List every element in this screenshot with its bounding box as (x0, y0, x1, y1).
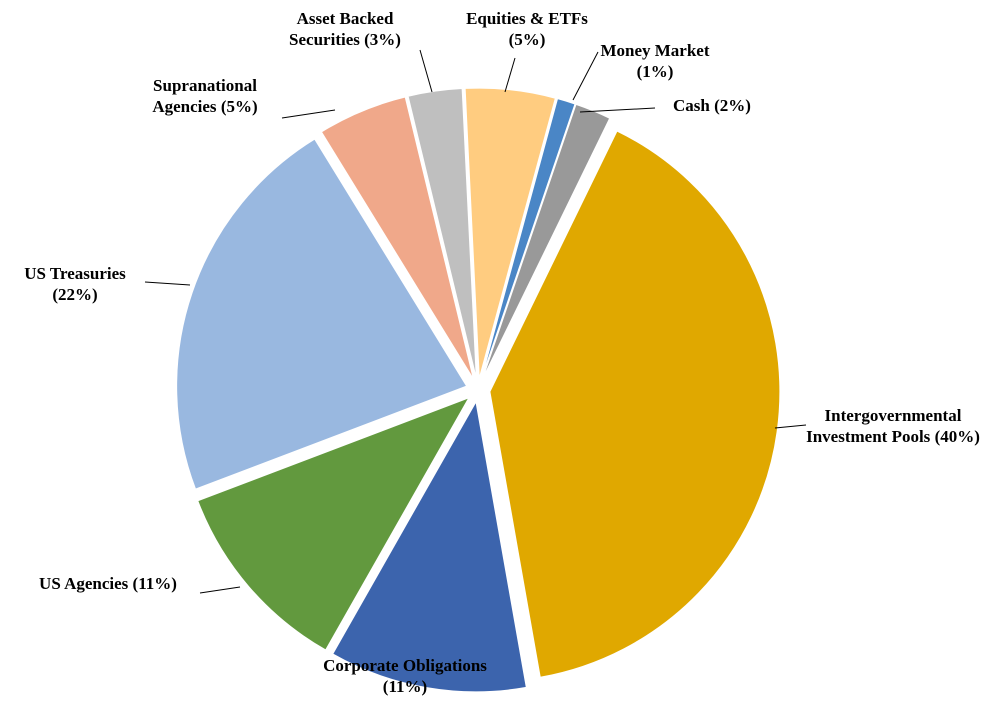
slice-label: Equities & ETFs (5%) (452, 8, 602, 50)
leader-line (144, 281, 191, 286)
value-label: (2%) (714, 96, 751, 115)
value-label: (5%) (220, 97, 258, 116)
value-label: (1%) (636, 62, 674, 81)
leader-line (774, 424, 807, 429)
pie-slice (332, 400, 527, 693)
category-name: Cash (673, 96, 710, 115)
value-label: (3%) (364, 30, 401, 49)
slice-label: Asset Backed Securities (3%) (270, 8, 420, 50)
category-name: Intergovernmental Investment Pools (806, 406, 962, 446)
value-label: (5%) (508, 30, 546, 49)
category-name: Corporate Obligations (323, 656, 487, 675)
pie-slice (197, 396, 471, 651)
slice-label: US Treasuries (22%) (10, 263, 140, 305)
category-name: Asset Backed Securities (289, 9, 394, 49)
value-label: (11%) (382, 677, 428, 696)
category-name: Equities & ETFs (466, 9, 588, 28)
pie-slice (176, 138, 468, 490)
pie-slice (489, 130, 781, 678)
leader-line (504, 57, 516, 93)
leader-line (199, 586, 241, 594)
leader-line (281, 109, 336, 119)
category-name: Supranational Agencies (152, 76, 257, 116)
category-name: US Agencies (39, 574, 129, 593)
slice-label: Supranational Agencies (5%) (130, 75, 280, 117)
slice-label: Cash (2%) (652, 95, 772, 116)
pie-slice (464, 87, 556, 379)
value-label: (22%) (52, 285, 98, 304)
category-name: Money Market (600, 41, 710, 60)
pie-slice (481, 98, 576, 379)
leader-line (572, 51, 599, 101)
slice-label: Corporate Obligations (11%) (320, 655, 490, 697)
value-label: (11%) (132, 574, 177, 593)
category-name: US Treasuries (24, 264, 126, 283)
leader-line (419, 49, 433, 93)
slice-label: Intergovernmental Investment Pools (40%) (798, 405, 987, 447)
leader-line (579, 107, 656, 113)
value-label: (40%) (934, 427, 980, 446)
pie-slice (320, 96, 474, 380)
pie-slice (407, 87, 477, 379)
slice-label: Money Market (1%) (590, 40, 720, 82)
pie-slice (482, 103, 611, 380)
slice-label: US Agencies (11%) (8, 573, 208, 594)
